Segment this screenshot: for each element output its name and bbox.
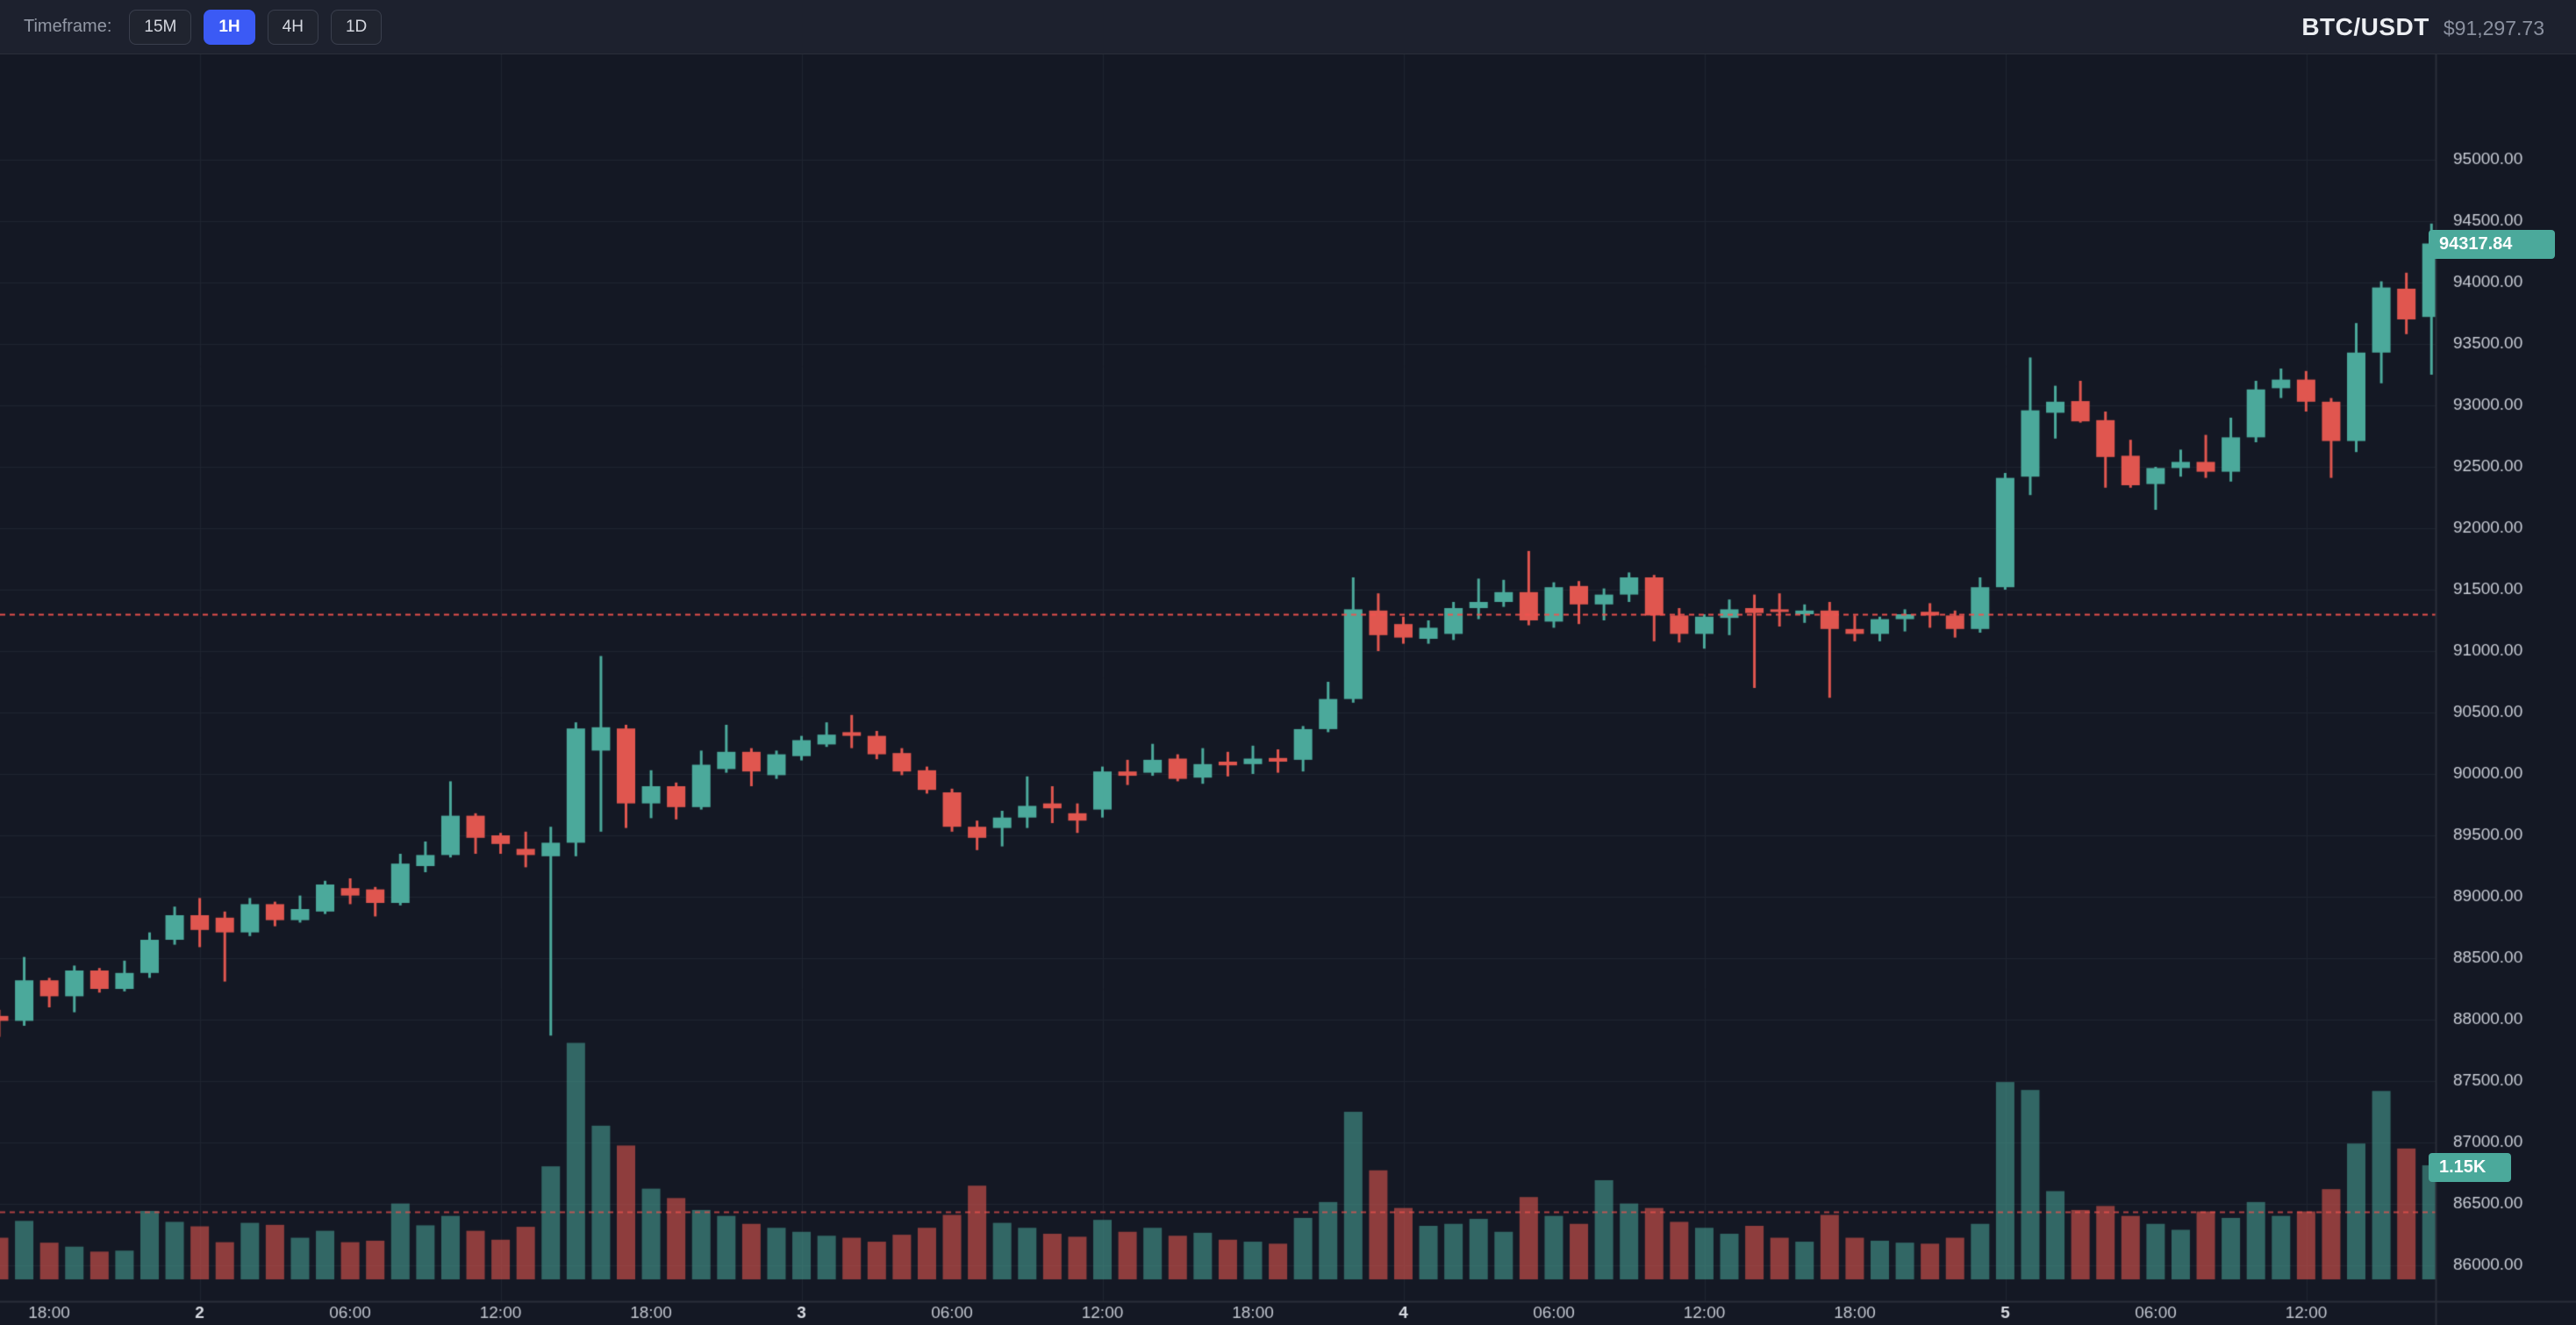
timeframe-button-1d[interactable]: 1D	[330, 9, 383, 45]
timeframe-button-1h[interactable]: 1H	[204, 9, 255, 45]
last-volume-tag: 1.15K	[2429, 1153, 2511, 1182]
symbol-block: BTC/USDT $91,297.73	[2301, 13, 2544, 41]
price-chart[interactable]	[0, 54, 2576, 1325]
timeframe-button-4h[interactable]: 4H	[267, 9, 318, 45]
timeframe-label: Timeframe:	[24, 17, 112, 36]
chart-area	[0, 54, 2576, 1325]
toolbar: Timeframe: 15M 1H 4H 1D BTC/USDT $91,297…	[0, 0, 2576, 54]
symbol-title: BTC/USDT	[2301, 12, 2429, 40]
timeframe-button-15m[interactable]: 15M	[129, 9, 192, 45]
symbol-price: $91,297.73	[2443, 16, 2544, 39]
last-price-tag: 94317.84	[2429, 230, 2555, 259]
